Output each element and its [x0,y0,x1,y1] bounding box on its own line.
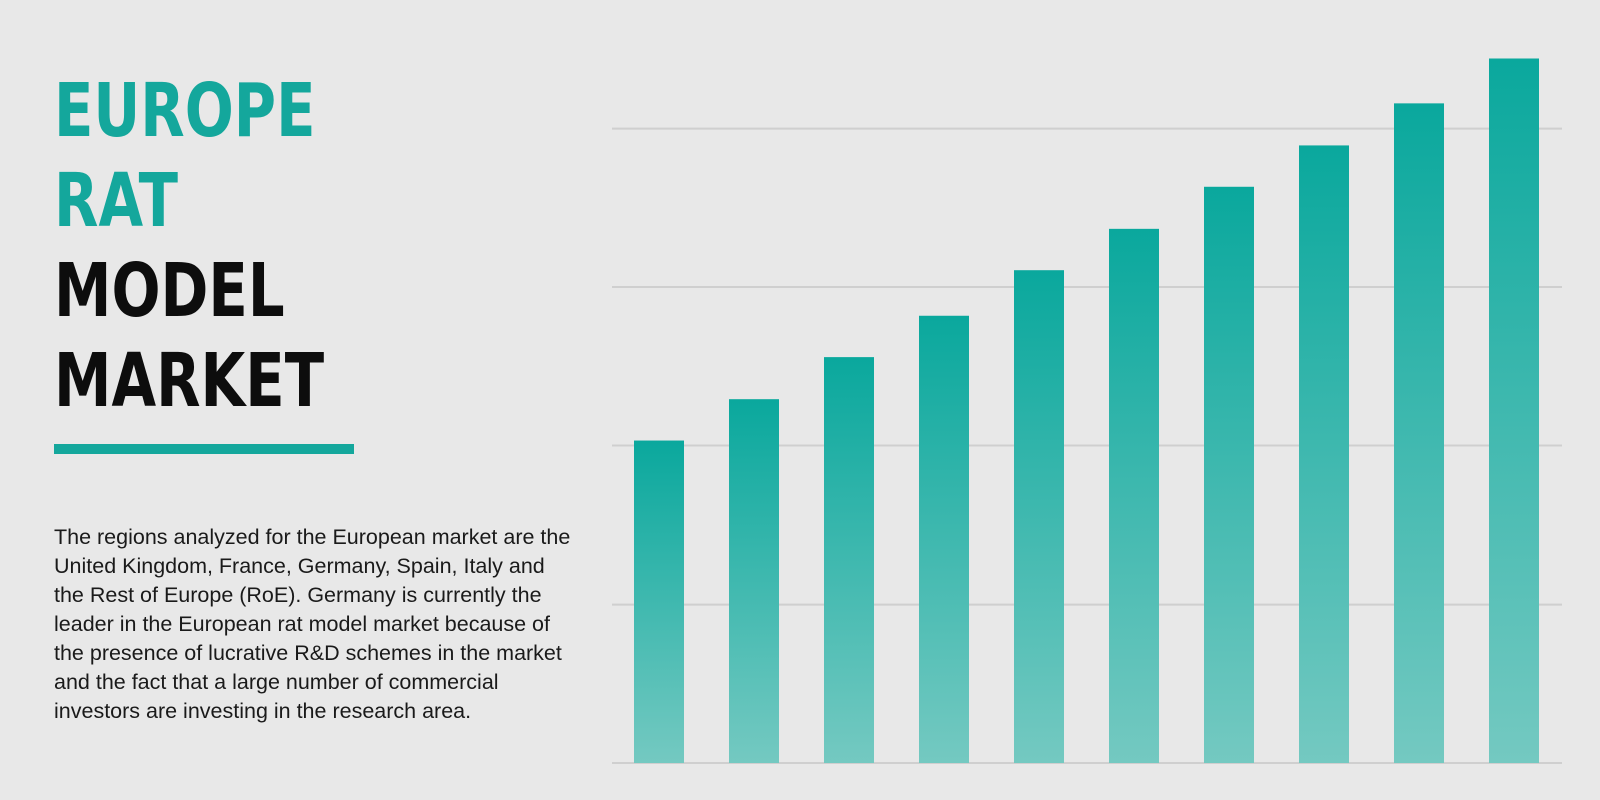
bar-1 [634,440,684,763]
bar-9 [1394,103,1444,763]
bar-3 [824,357,874,763]
title-underline [54,444,354,454]
bar-5 [1014,270,1064,763]
grid-layer [612,127,1562,764]
description-text: The regions analyzed for the European ma… [54,525,571,723]
title-line-4: MARKET [54,338,325,424]
bar-4 [919,315,969,763]
bar-10 [1489,58,1539,764]
title-block: EUROPE RAT MODEL MARKET [54,66,574,426]
title-line-1: EUROPE [54,68,316,154]
title-line-2: RAT [54,158,179,244]
bar-8 [1299,145,1349,763]
title-line-3: MODEL [54,248,285,334]
bar-2 [729,399,779,763]
bar-6 [1109,228,1159,763]
bar-7 [1204,186,1254,763]
bar-layer [634,58,1539,764]
